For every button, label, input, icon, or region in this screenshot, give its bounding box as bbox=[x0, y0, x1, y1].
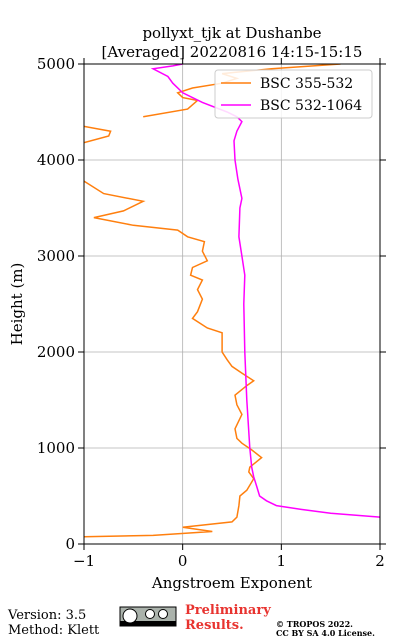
plot-frame bbox=[83, 63, 381, 545]
copyright: © TROPOS 2022. bbox=[276, 619, 353, 629]
y-tick-label: 2000 bbox=[37, 343, 75, 361]
chart-subtitle: [Averaged] 20220816 14:15-15:15 bbox=[102, 43, 363, 61]
legend-label: BSC 532-1064 bbox=[260, 98, 362, 114]
y-tick-label: 0 bbox=[65, 535, 75, 553]
y-tick-label: 1000 bbox=[37, 439, 75, 457]
y-tick-label: 5000 bbox=[37, 55, 75, 73]
legend-box bbox=[214, 69, 373, 119]
x-tick-label: −1 bbox=[73, 552, 95, 570]
y-tick-label: 3000 bbox=[37, 247, 75, 265]
x-tick-label: 0 bbox=[178, 552, 188, 570]
x-tick-label: 1 bbox=[277, 552, 287, 570]
y-axis-label: Height (m) bbox=[8, 263, 26, 346]
preliminary: Preliminary Results. bbox=[185, 603, 271, 633]
y-tick-label: 4000 bbox=[37, 151, 75, 169]
version: Version: 3.5 bbox=[7, 608, 86, 623]
license: CC BY SA 4.0 License. bbox=[276, 628, 375, 638]
cc-logo bbox=[119, 606, 177, 627]
data-line bbox=[150, 64, 380, 518]
x-tick-label: 2 bbox=[375, 552, 385, 570]
x-axis-label: Angstroem Exponent bbox=[151, 574, 312, 592]
chart-title: pollyxt_tjk at Dushanbe bbox=[142, 24, 321, 42]
legend-label: BSC 355-532 bbox=[260, 76, 353, 92]
method: Method: Klett bbox=[8, 623, 100, 638]
data-line bbox=[84, 64, 341, 538]
